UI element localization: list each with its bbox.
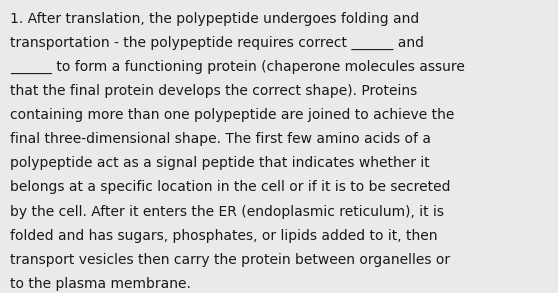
Text: ______ to form a functioning protein (chaperone molecules assure: ______ to form a functioning protein (ch… <box>10 60 465 74</box>
Text: 1. After translation, the polypeptide undergoes folding and: 1. After translation, the polypeptide un… <box>10 12 419 26</box>
Text: transport vesicles then carry the protein between organelles or: transport vesicles then carry the protei… <box>10 253 450 267</box>
Text: containing more than one polypeptide are joined to achieve the: containing more than one polypeptide are… <box>10 108 454 122</box>
Text: polypeptide act as a signal peptide that indicates whether it: polypeptide act as a signal peptide that… <box>10 156 430 171</box>
Text: to the plasma membrane.: to the plasma membrane. <box>10 277 191 291</box>
Text: that the final protein develops the correct shape). Proteins: that the final protein develops the corr… <box>10 84 417 98</box>
Text: final three-dimensional shape. The first few amino acids of a: final three-dimensional shape. The first… <box>10 132 431 146</box>
Text: belongs at a specific location in the cell or if it is to be secreted: belongs at a specific location in the ce… <box>10 180 450 195</box>
Text: by the cell. After it enters the ER (endoplasmic reticulum), it is: by the cell. After it enters the ER (end… <box>10 205 444 219</box>
Text: folded and has sugars, phosphates, or lipids added to it, then: folded and has sugars, phosphates, or li… <box>10 229 437 243</box>
Text: transportation - the polypeptide requires correct ______ and: transportation - the polypeptide require… <box>10 36 424 50</box>
